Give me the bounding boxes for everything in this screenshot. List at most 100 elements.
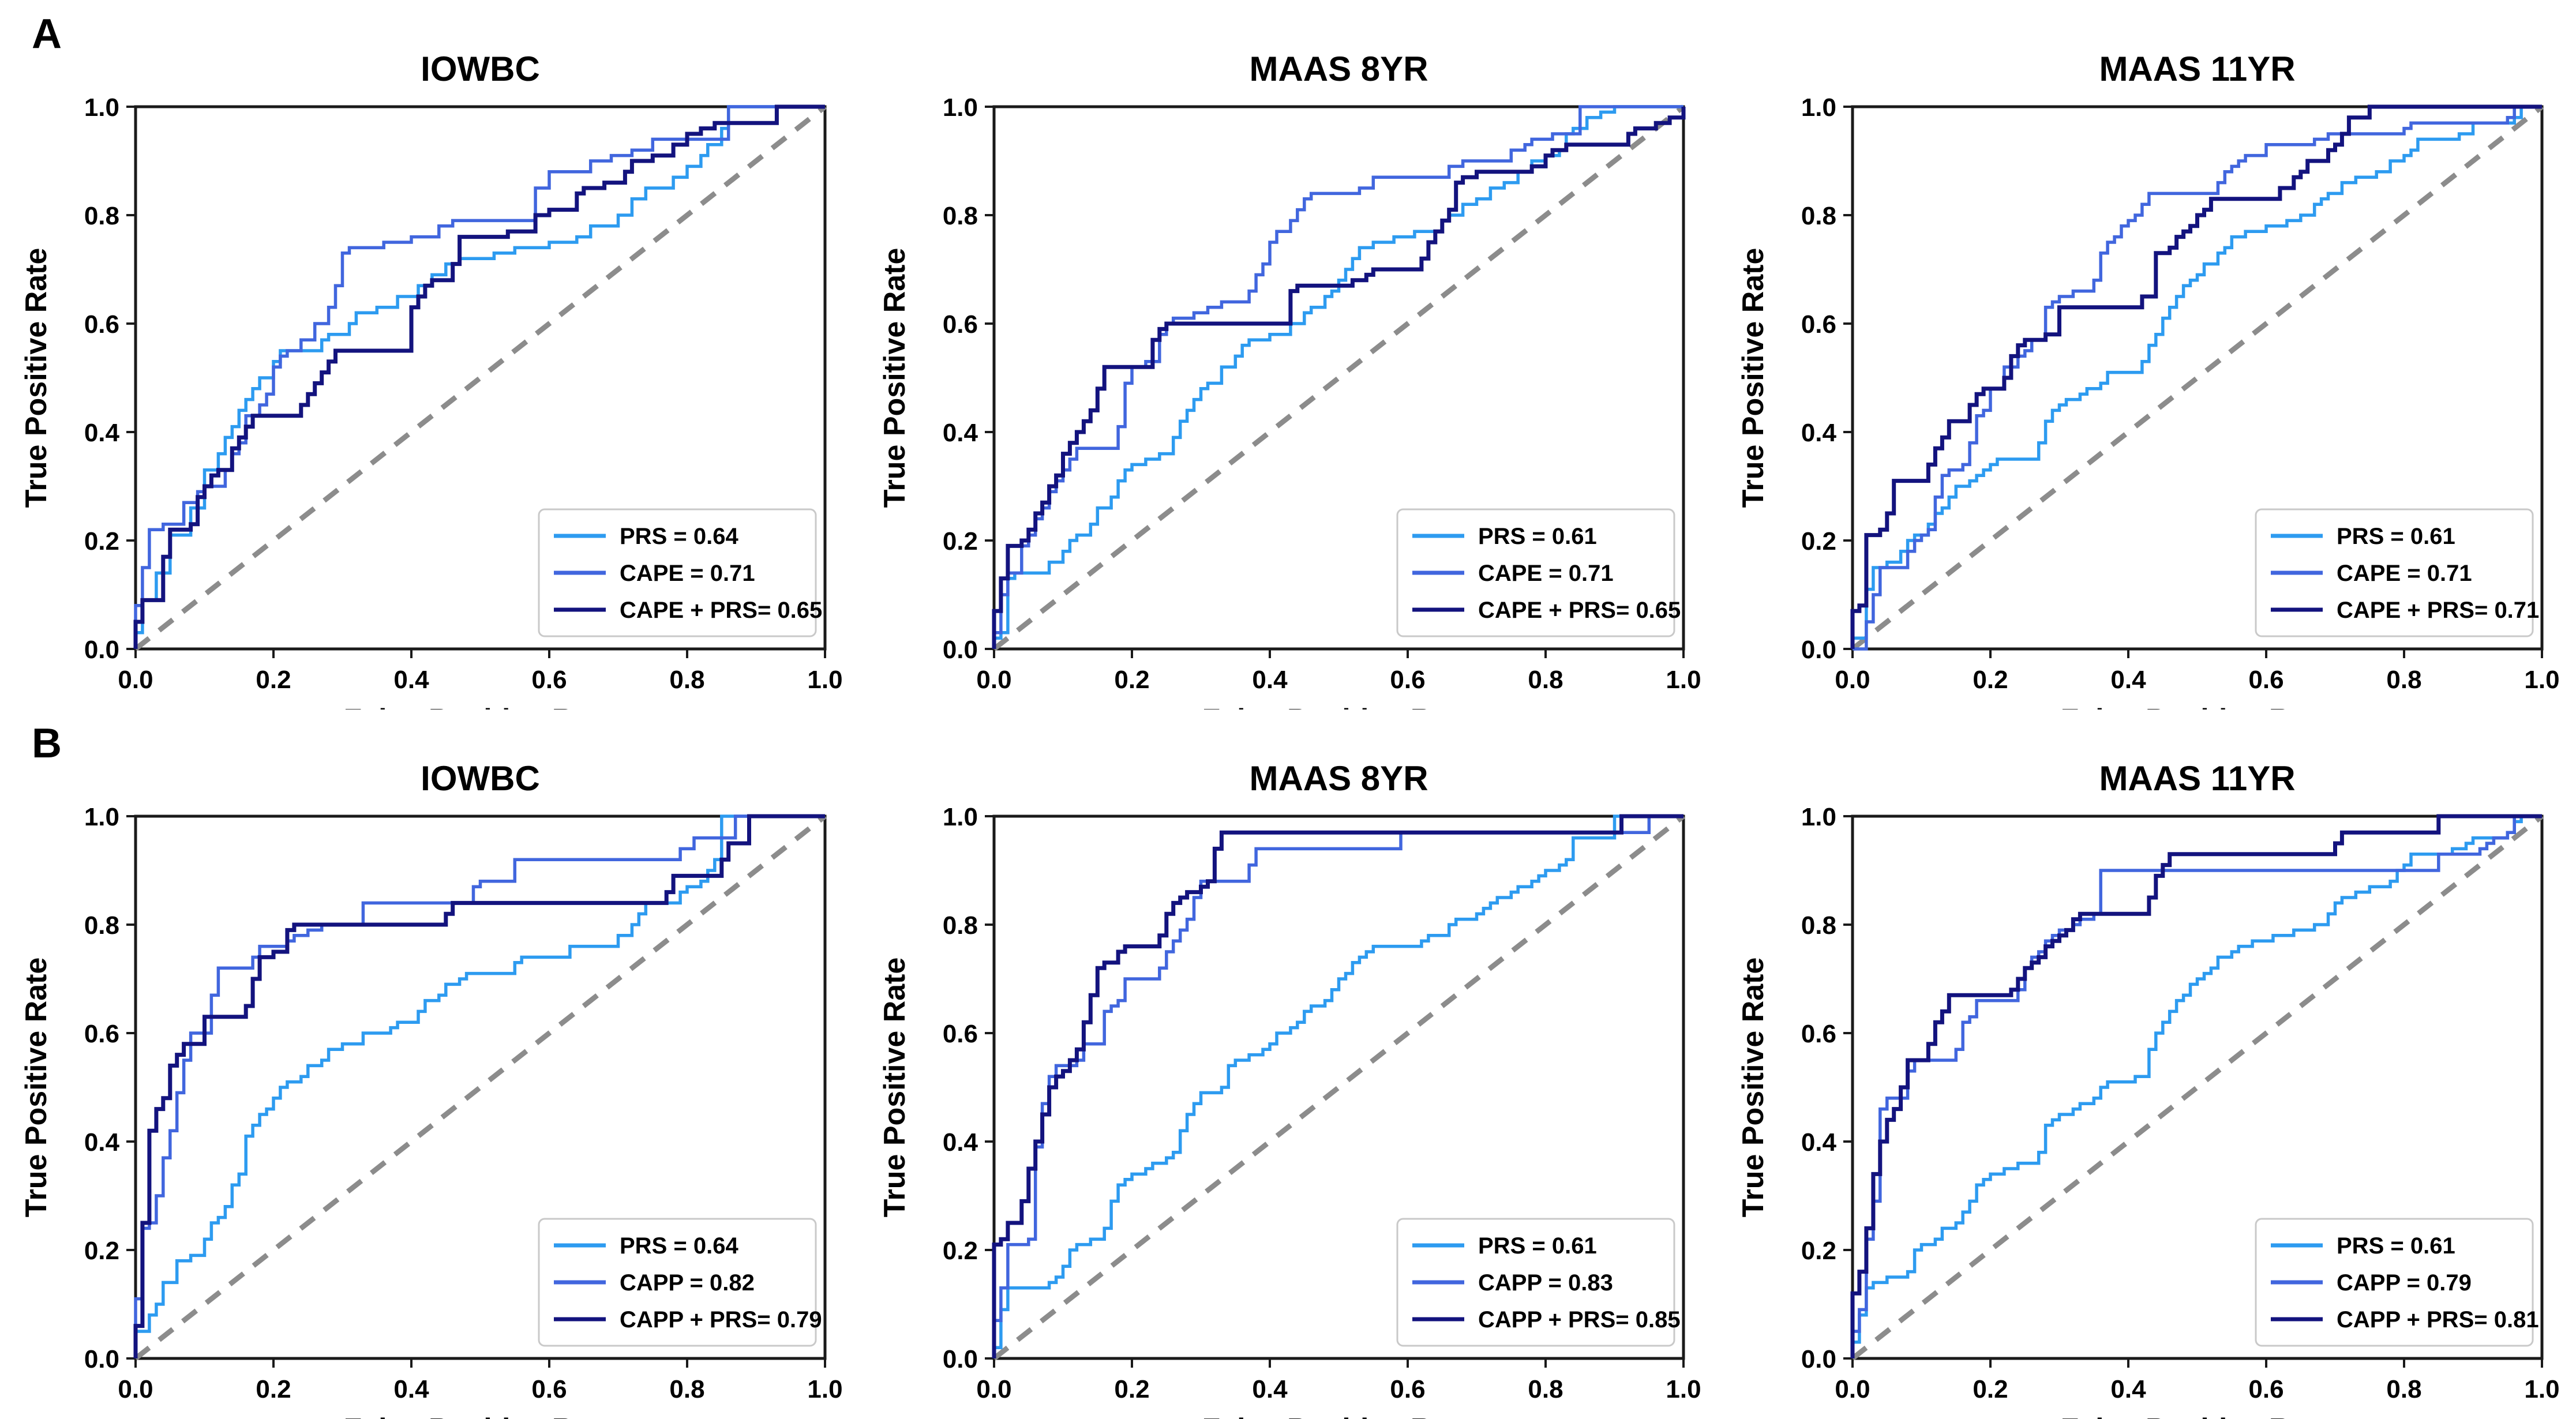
legend-label: PRS = 0.64 xyxy=(620,1233,738,1259)
y-tick-label: 1.0 xyxy=(1801,93,1836,122)
y-tick-label: 0.0 xyxy=(84,1345,119,1373)
plot-title: MAAS 8YR xyxy=(1249,759,1428,798)
y-axis-label: True Positive Rate xyxy=(20,248,53,508)
legend-label: CAPP = 0.79 xyxy=(2337,1270,2472,1296)
legend: PRS = 0.61 CAPP = 0.79 CAPP + PRS= 0.81 xyxy=(2255,1218,2539,1347)
chance-diagonal-line xyxy=(134,814,827,1361)
y-tick-label: 0.4 xyxy=(943,419,978,447)
chance-diagonal-line xyxy=(992,104,1685,651)
panel-a-label: A xyxy=(32,11,62,57)
x-tick-label: 0.6 xyxy=(531,1375,567,1403)
x-axis-label: False Positive Rate xyxy=(2061,703,2334,710)
x-tick-label: 0.8 xyxy=(1528,666,1563,694)
y-axis-label: True Positive Rate xyxy=(20,958,53,1218)
roc-plot-a-maas11yr: MAAS 11YR 0.00.0 0.2 0.2 0.4 0.4 0.6 0.6 0.8 0.8 1… xyxy=(1737,50,2560,710)
roc-curve-capp-plus-prs xyxy=(992,814,1683,1358)
x-axis-label: False Positive Rate xyxy=(1202,1413,1476,1419)
x-tick-label: 0.6 xyxy=(1390,666,1425,694)
plot-cell-b-maas11yr: MAAS 11YR 0.0 0.0 0.2 0.2 0.4 0.4 0.6 0.6 0.8 0.8 1… xyxy=(1717,710,2575,1419)
plot-cell-a-iowbc: IOWBC 0.0 0.0 0.2 0.2 0.4 0.4 0.6 0.6 0.8 0.8 1.0 1.… xyxy=(0,0,858,710)
x-tick-label: 0.0 xyxy=(1835,666,1870,694)
x-tick-label: 0.0 xyxy=(976,666,1011,694)
x-tick-label: 0.8 xyxy=(669,1375,704,1403)
plot-cell-b-iowbc: IOWBC 0.0 0.0 0.2 0.2 0.4 0.4 0.6 0.6 0.8 0.8 1.0 1.… xyxy=(0,710,858,1419)
legend-label: CAPE = 0.71 xyxy=(2337,561,2472,586)
x-tick-label: 0.4 xyxy=(1252,666,1288,694)
y-tick-label: 0.8 xyxy=(84,202,119,230)
axes-box xyxy=(1851,814,2544,1360)
x-tick-label: 0.2 xyxy=(256,666,291,694)
roc-curve-capp xyxy=(134,814,825,1358)
x-axis-label: False Positive Rate xyxy=(2061,1413,2334,1419)
legend: PRS = 0.64 CAPP = 0.82 CAPP + PRS= 0.79 xyxy=(538,1218,822,1347)
x-tick-label: 0.4 xyxy=(1252,1375,1288,1403)
x-tick-label: 0.2 xyxy=(1973,666,2008,694)
x-tick-label: 0.2 xyxy=(1114,1375,1149,1403)
roc-plot-a-iowbc: IOWBC 0.00.0 0.2 0.2 0.4 0.4 0.6 0.6 0.8 0.8 1.0 1.… xyxy=(20,50,843,710)
chance-diagonal-line xyxy=(1851,814,2544,1361)
y-tick-label: 1.0 xyxy=(84,803,119,831)
roc-plot-b-iowbc: IOWBC 0.00.0 0.2 0.2 0.4 0.4 0.6 0.6 0.8 0.8 1.0 1.… xyxy=(20,759,843,1419)
y-tick-label: 0.4 xyxy=(1801,419,1837,447)
roc-curve-prs xyxy=(992,814,1683,1358)
x-tick-label: 0.4 xyxy=(393,666,429,694)
plot-title: IOWBC xyxy=(421,50,540,88)
legend-box xyxy=(2255,508,2534,637)
y-tick-label: 0.0 xyxy=(943,636,978,664)
y-tick-label: 0.8 xyxy=(1801,202,1836,230)
x-tick-label: 0.6 xyxy=(2248,1375,2283,1403)
axes-box xyxy=(1851,105,2544,651)
y-tick-label: 0.4 xyxy=(84,419,120,447)
roc-plot-b-maas8yr: MAAS 8YR 0.00.0 0.2 0.2 0.4 0.4 0.6 0.6 0.8 0.8 1.… xyxy=(878,759,1701,1419)
legend-label: CAPP = 0.82 xyxy=(620,1270,755,1296)
x-tick-label: 0.8 xyxy=(2386,666,2421,694)
x-tick-label: 0.4 xyxy=(2110,666,2146,694)
plot-cell-b-maas8yr: MAAS 8YR 0.0 0.0 0.2 0.2 0.4 0.4 0.6 0.6 0.8 0.8 1.… xyxy=(858,710,1717,1419)
x-axis-label: False Positive Rate xyxy=(344,703,617,710)
x-tick-label: 0.8 xyxy=(1528,1375,1563,1403)
x-tick-label: 1.0 xyxy=(2524,1375,2559,1403)
legend: PRS = 0.61 CAPE = 0.71 CAPE + PRS= 0.71 xyxy=(2255,508,2539,637)
legend-label: PRS = 0.61 xyxy=(2337,524,2455,549)
y-tick-label: 0.4 xyxy=(84,1128,120,1157)
y-tick-label: 0.2 xyxy=(943,527,978,555)
legend-label: PRS = 0.64 xyxy=(620,524,738,549)
legend-box xyxy=(1396,1218,1675,1347)
y-tick-label: 0.6 xyxy=(1801,1020,1836,1048)
chance-diagonal-line xyxy=(134,104,827,651)
y-tick-label: 0.2 xyxy=(1801,1237,1836,1265)
y-tick-label: 0.6 xyxy=(84,1020,119,1048)
x-tick-label: 0.2 xyxy=(256,1375,291,1403)
roc-curve-cape xyxy=(1853,105,2542,651)
roc-curve-prs xyxy=(134,814,825,1358)
axes-box xyxy=(134,105,827,651)
y-tick-label: 0.8 xyxy=(943,202,978,230)
roc-curve-capp xyxy=(992,814,1683,1358)
x-tick-label: 0.6 xyxy=(2248,666,2283,694)
roc-curve-capp-plus-prs xyxy=(1850,814,2542,1358)
legend: PRS = 0.61 CAPP = 0.83 CAPP + PRS= 0.85 xyxy=(1396,1218,1681,1347)
y-tick-label: 0.2 xyxy=(84,527,119,555)
plot-title: MAAS 11YR xyxy=(2099,50,2295,88)
y-tick-label: 0.8 xyxy=(84,911,119,940)
legend-box xyxy=(1396,508,1675,637)
legend-label: CAPP = 0.83 xyxy=(1478,1270,1613,1296)
panel-a-row: A IOWBC 0.0 0.0 0.2 0.2 0.4 0.4 0.6 0.6 0.8 0.8 1.0… xyxy=(0,0,2560,710)
x-axis-label: False Positive Rate xyxy=(1202,703,1476,710)
y-tick-label: 0.0 xyxy=(1801,636,1836,664)
y-axis-label: True Positive Rate xyxy=(878,248,912,508)
y-tick-label: 0.4 xyxy=(1801,1128,1837,1157)
x-tick-label: 1.0 xyxy=(1666,666,1701,694)
legend: PRS = 0.64 CAPE = 0.71 CAPE + PRS= 0.65 xyxy=(538,508,822,637)
y-tick-label: 0.0 xyxy=(84,636,119,664)
legend-label: CAPE + PRS= 0.71 xyxy=(2337,598,2539,623)
x-tick-label: 0.2 xyxy=(1114,666,1149,694)
y-tick-label: 0.2 xyxy=(1801,527,1836,555)
y-axis-label: True Positive Rate xyxy=(878,958,912,1218)
legend-label: PRS = 0.61 xyxy=(1478,1233,1597,1259)
x-tick-label: 0.4 xyxy=(393,1375,429,1403)
y-tick-label: 1.0 xyxy=(943,93,978,122)
roc-curve-cape xyxy=(134,105,825,649)
roc-curve-prs xyxy=(1851,105,2542,649)
panel-b-label: B xyxy=(32,720,62,767)
